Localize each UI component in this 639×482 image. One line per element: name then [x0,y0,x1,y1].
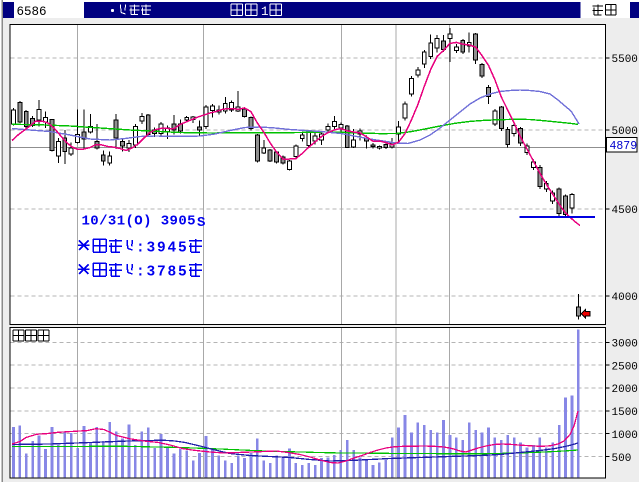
svg-text::3785: :3785 [136,265,189,281]
svg-text:500: 500 [612,453,632,465]
svg-text::3945: :3945 [136,241,189,257]
svg-text:3000: 3000 [612,339,638,351]
svg-text:4000: 4000 [612,292,638,304]
svg-text:4500: 4500 [612,205,638,217]
svg-text:S: S [197,215,205,231]
svg-text:4879: 4879 [610,140,638,153]
svg-text:10/31(O) 3905: 10/31(O) 3905 [82,214,196,230]
svg-text:1000: 1000 [612,430,638,442]
svg-text:2500: 2500 [612,361,638,373]
svg-text:2000: 2000 [612,384,638,396]
svg-text:5500: 5500 [612,54,638,66]
svg-text:1500: 1500 [612,407,638,419]
svg-text:6586: 6586 [17,5,47,19]
svg-text:5000: 5000 [612,126,638,138]
svg-text:1: 1 [261,5,269,19]
